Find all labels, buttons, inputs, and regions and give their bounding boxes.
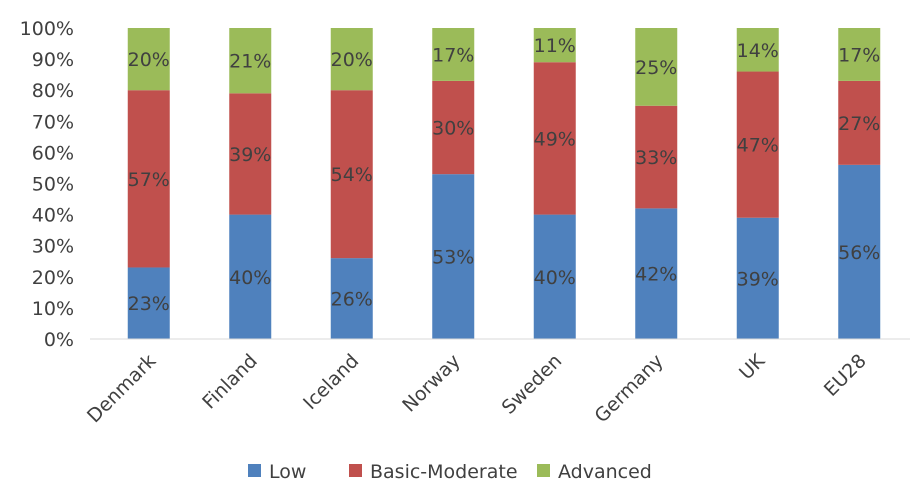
data-label: 17% (838, 44, 880, 66)
legend-swatch (349, 464, 362, 477)
bar-segment-basic-moderate (736, 71, 779, 218)
data-label: 30% (432, 118, 474, 140)
legend-label: Basic-Moderate (370, 461, 518, 483)
data-label: 20% (331, 49, 373, 71)
y-axis: 0% 10% 20% 30% 40% 50% 60% 70% 80% 90% 100% (20, 18, 74, 351)
bar-segment-low (635, 208, 678, 339)
bar-segment-basic-moderate (635, 105, 678, 209)
data-label: 25% (635, 57, 677, 79)
bar-segment-basic-moderate (838, 80, 881, 165)
bars: 23% 57% 20% 40% 39% 21% 26% 54% 20% 53% 30% 17% 40% 4… (127, 28, 881, 339)
data-label: 21% (229, 51, 271, 73)
data-label: 54% (331, 164, 373, 186)
y-tick-label: 40% (32, 205, 74, 227)
bar-segment-low (229, 214, 272, 339)
y-tick-label: 90% (32, 49, 74, 71)
y-tick-label: 60% (32, 142, 74, 164)
legend-label: Advanced (558, 461, 652, 483)
data-label: 53% (432, 247, 474, 269)
x-tick-label: Iceland (299, 350, 363, 414)
y-tick-label: 0% (44, 329, 74, 351)
legend: Low Basic-Moderate Advanced (248, 461, 652, 483)
data-label: 11% (534, 35, 576, 57)
data-label: 40% (229, 267, 271, 289)
bar-segment-advanced (736, 28, 779, 72)
data-label: 56% (838, 242, 880, 264)
bar-segment-low (432, 174, 475, 339)
data-label: 39% (229, 144, 271, 166)
bar-segment-advanced (533, 28, 576, 63)
bar-segment-basic-moderate (330, 90, 373, 259)
data-label: 17% (432, 44, 474, 66)
data-label: 40% (534, 267, 576, 289)
y-tick-label: 50% (32, 174, 74, 196)
data-label: 27% (838, 113, 880, 135)
y-tick-label: 30% (32, 236, 74, 258)
bar-segment-low (736, 217, 779, 339)
data-label: 23% (128, 293, 170, 315)
y-tick-label: 80% (32, 80, 74, 102)
x-tick-label: EU28 (820, 350, 871, 401)
legend-swatch (248, 464, 261, 477)
y-tick-label: 10% (32, 298, 74, 320)
data-label: 57% (128, 169, 170, 191)
bar-segment-advanced (432, 28, 475, 81)
bar-segment-basic-moderate (127, 90, 170, 268)
x-tick-label: UK (735, 350, 770, 385)
data-label: 33% (635, 147, 677, 169)
y-tick-label: 100% (20, 18, 74, 40)
bar-segment-basic-moderate (229, 93, 272, 215)
data-label: 14% (737, 40, 779, 62)
data-label: 20% (128, 49, 170, 71)
x-tick-label: Finland (198, 350, 262, 414)
bar-segment-basic-moderate (533, 62, 576, 215)
bar-segment-advanced (838, 28, 881, 81)
x-tick-label: Norway (398, 350, 465, 417)
data-label: 26% (331, 289, 373, 311)
bar-segment-low (533, 214, 576, 339)
data-label: 49% (534, 128, 576, 150)
y-tick-label: 20% (32, 267, 74, 289)
bar-segment-low (838, 164, 881, 339)
legend-swatch (537, 464, 550, 477)
data-label: 47% (737, 135, 779, 157)
x-tick-label: Sweden (498, 350, 567, 419)
bar-segment-low (330, 258, 373, 339)
x-tick-label: Denmark (83, 350, 160, 427)
bar-segment-basic-moderate (432, 80, 475, 175)
x-tick-label: Germany (590, 350, 667, 427)
data-label: 42% (635, 264, 677, 286)
bar-segment-advanced (635, 28, 678, 106)
y-tick-label: 70% (32, 111, 74, 133)
bar-segment-advanced (229, 28, 272, 94)
bar-segment-low (127, 267, 170, 339)
data-label: 39% (737, 268, 779, 290)
bar-segment-advanced (330, 28, 373, 91)
x-axis: Denmark Finland Iceland Norway Sweden Germany… (83, 350, 871, 428)
legend-label: Low (269, 461, 306, 483)
bar-segment-advanced (127, 28, 170, 91)
